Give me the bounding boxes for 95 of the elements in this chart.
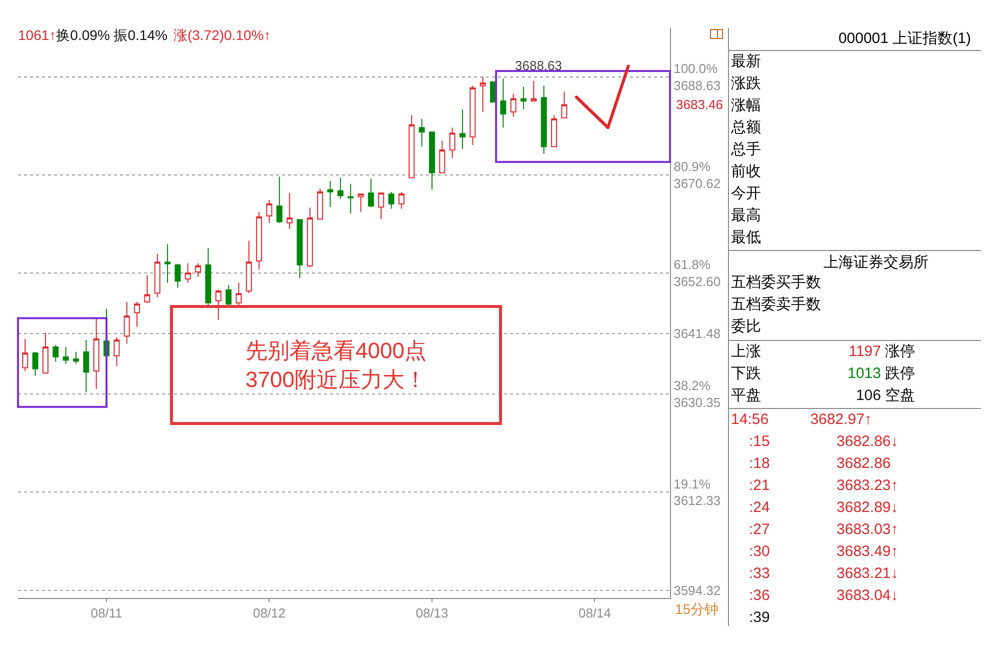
text: :30 3683.49↑ (749, 543, 898, 560)
candlestick (317, 188, 324, 220)
candlestick (449, 127, 456, 159)
text: 五档委卖手数 (731, 295, 822, 315)
x-tick-label: 08/14 (578, 606, 612, 621)
candlestick (388, 191, 394, 210)
text: 涨幅 (731, 96, 762, 116)
x-tick-label: 08/12 (252, 606, 286, 621)
candlestick (124, 301, 130, 344)
text: 3683.46 (676, 97, 723, 112)
candlestick (134, 301, 140, 328)
text: 今开 (731, 184, 762, 204)
text: 涨跌 (731, 74, 762, 94)
text: :39 (749, 609, 770, 626)
text: :27 3683.03↑ (749, 521, 898, 538)
candlestick (418, 118, 425, 148)
text: 总额 (731, 118, 762, 138)
text: 总手 (731, 140, 762, 160)
candlestick (62, 346, 69, 364)
candlestick (398, 191, 404, 210)
candlestick (520, 86, 527, 110)
candlestick (460, 109, 466, 150)
candlestick (408, 114, 415, 178)
y-tick-label: 61.8% 3652.60 (674, 257, 721, 289)
candlestick (256, 212, 262, 270)
candlestick (144, 274, 150, 304)
candlestick (500, 78, 506, 128)
candlestick (83, 339, 90, 393)
text: :18 3682.86 (749, 455, 891, 472)
candlestick (72, 351, 79, 364)
candlestick (470, 85, 476, 146)
candlestick (266, 200, 272, 224)
text: 上涨 1197 涨停 (731, 343, 916, 360)
candlestick (480, 76, 486, 112)
candlestick (114, 336, 120, 367)
text: :15 3682.86↓ (749, 433, 898, 450)
candlestick (428, 131, 435, 190)
candlestick (22, 338, 28, 372)
candlestick (195, 262, 202, 278)
text: 上海证券交易所 (822, 254, 928, 271)
text: 最高 (731, 206, 762, 226)
candlestick (439, 140, 446, 174)
y-tick-label: 3594.32 (674, 582, 721, 598)
annotation: 换0.09% 振0.14% (56, 27, 168, 43)
y-tick-label: 3641.48 (674, 326, 721, 342)
candlestick (530, 80, 537, 102)
candlestick (154, 253, 160, 298)
candlestick (358, 194, 364, 213)
candlestick (215, 289, 222, 320)
text: 14:56 3682.97↑ (731, 411, 872, 428)
candlestick (551, 114, 558, 148)
candlestick (327, 180, 334, 208)
y-tick-label: 100.0% 3688.63 (674, 60, 721, 93)
candlestick (286, 192, 293, 230)
candlestick (378, 192, 384, 220)
candlestick (184, 262, 191, 284)
candlestick (306, 207, 313, 268)
candlestick (368, 178, 374, 208)
candlestick (174, 263, 181, 288)
candlestick (276, 176, 282, 224)
candlestick (510, 93, 516, 118)
annotation: 1061↑ (18, 27, 56, 43)
candlestick (164, 244, 171, 284)
candlestick (246, 240, 252, 294)
candlestick (540, 85, 547, 154)
x-tick-label: 08/11 (90, 606, 122, 621)
y-tick-label: 19.1% 3612.33 (674, 476, 721, 508)
candlestick (32, 351, 38, 376)
text: :33 3683.21↓ (749, 565, 898, 582)
candlestick (348, 183, 354, 214)
candlestick (205, 247, 212, 308)
annotation: 3688.63 (515, 58, 562, 73)
text: :36 3683.04↓ (749, 587, 898, 604)
annotation: 涨(3.72)0.10%↑ (173, 27, 271, 43)
candlestick (337, 177, 344, 200)
text: 前收 (731, 162, 762, 182)
text: 15分钟 (675, 601, 719, 617)
text: 平盘 106 空盘 (731, 387, 916, 404)
candlestick (52, 344, 59, 362)
text: :24 3682.89↓ (749, 499, 898, 516)
text: 委比 (731, 317, 762, 337)
text: 最低 (731, 228, 762, 248)
y-tick-label: 38.2% 3630.35 (674, 378, 721, 410)
annotation: 先别着急看4000点 3700附近压力大！ (246, 338, 426, 392)
text: :21 3683.23↑ (749, 477, 898, 494)
x-tick-label: 08/13 (416, 606, 448, 621)
candlestick (42, 332, 48, 374)
text: 五档委买手数 (731, 273, 822, 293)
candlestick (561, 91, 568, 118)
candlestick (296, 219, 303, 278)
text: 最新 (731, 52, 762, 72)
text: 下跌 1013 跌停 (731, 365, 916, 382)
y-tick-label: 80.9% 3670.62 (674, 158, 721, 191)
candlestick (93, 318, 100, 390)
text: 000001 上证指数(1) (838, 30, 972, 47)
